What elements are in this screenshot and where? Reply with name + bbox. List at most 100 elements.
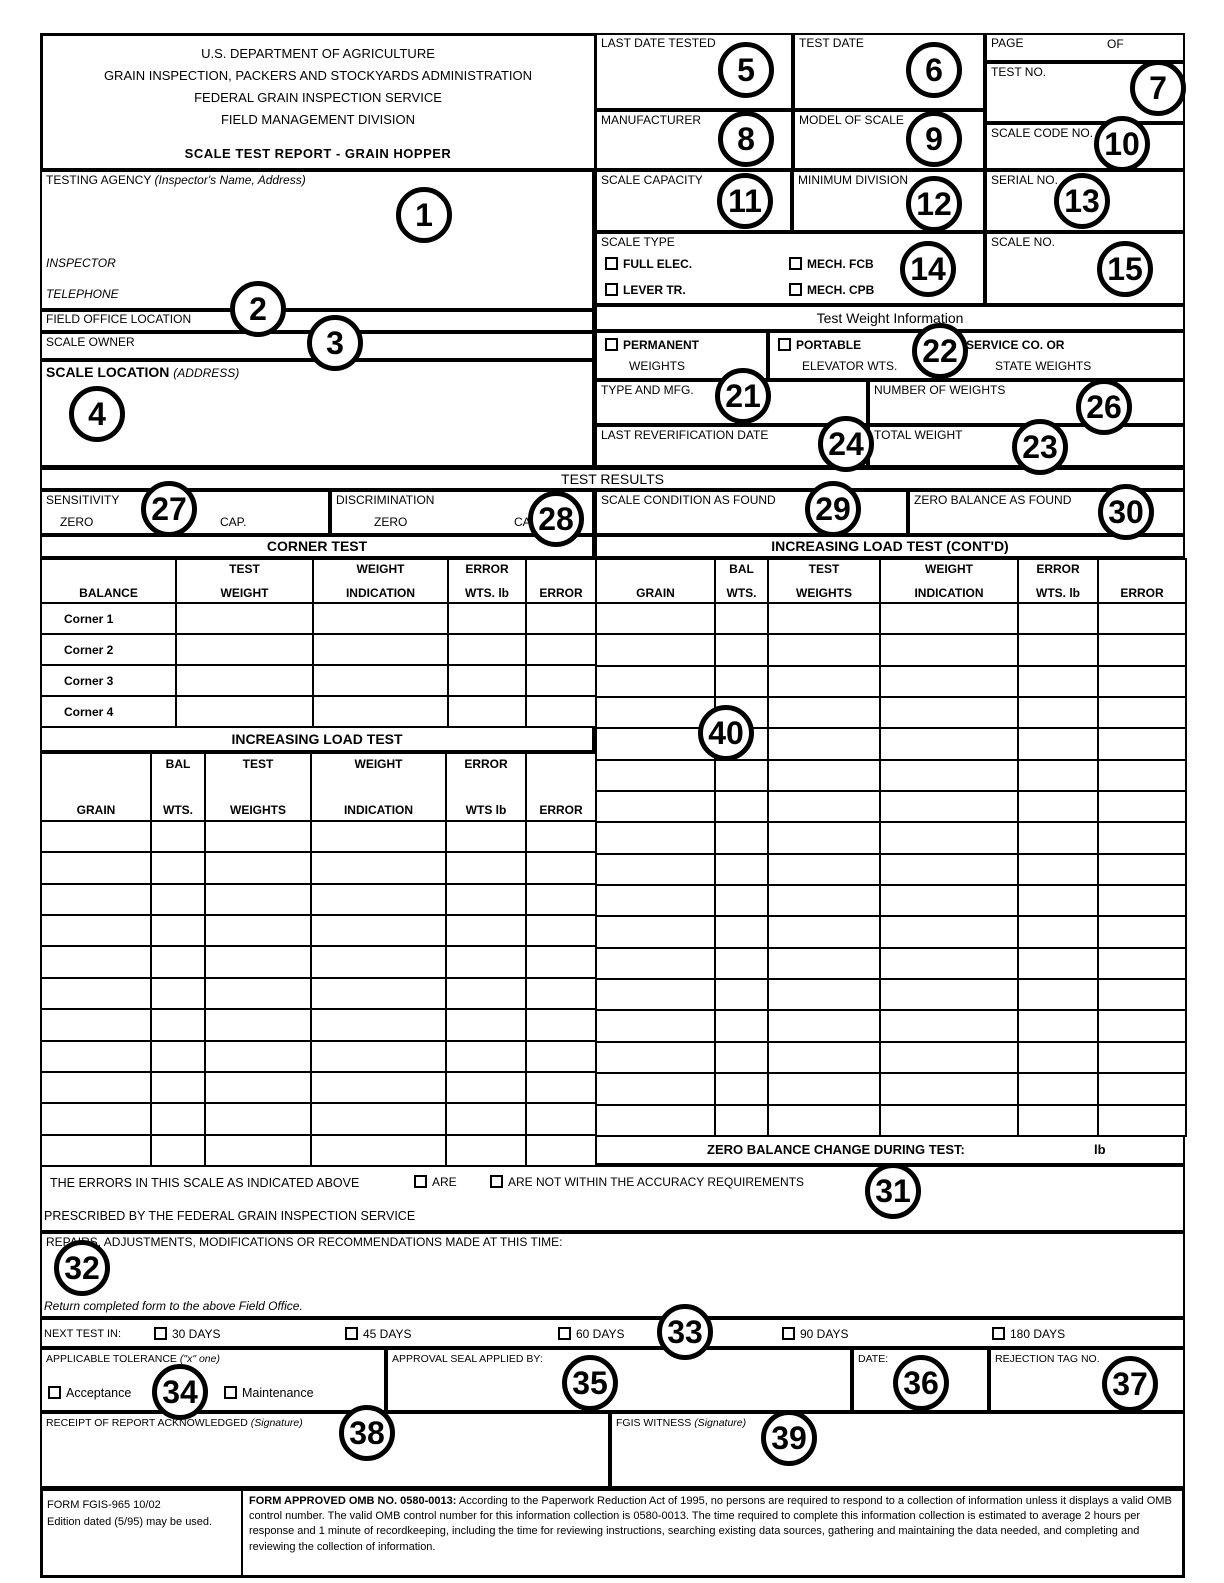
empty-cell[interactable] xyxy=(1097,852,1187,887)
empty-cell[interactable] xyxy=(595,1009,716,1043)
empty-cell[interactable] xyxy=(204,1008,312,1042)
empty-cell[interactable] xyxy=(767,852,881,887)
checkbox-mech-fcb[interactable] xyxy=(789,257,802,270)
empty-cell[interactable] xyxy=(445,819,527,854)
empty-cell[interactable] xyxy=(714,1103,769,1137)
empty-cell[interactable] xyxy=(1097,978,1187,1012)
empty-cell[interactable] xyxy=(879,915,1019,949)
empty-cell[interactable] xyxy=(879,946,1019,981)
empty-cell[interactable] xyxy=(204,1133,312,1167)
empty-cell[interactable] xyxy=(447,664,527,697)
empty-cell[interactable] xyxy=(1097,915,1187,949)
empty-cell[interactable] xyxy=(879,1103,1019,1137)
empty-cell[interactable] xyxy=(1097,790,1187,824)
empty-cell[interactable] xyxy=(595,601,716,636)
empty-cell[interactable] xyxy=(525,1039,597,1073)
empty-cell[interactable] xyxy=(1097,884,1187,918)
empty-cell[interactable] xyxy=(445,882,527,917)
empty-cell[interactable] xyxy=(445,1133,527,1167)
checkbox-full-elec[interactable] xyxy=(605,257,618,270)
field-scale-location[interactable]: SCALE LOCATION (ADDRESS) xyxy=(40,360,595,467)
checkbox-60-days[interactable] xyxy=(558,1327,571,1340)
fgis-witness-cell[interactable]: FGIS WITNESS (Signature) xyxy=(610,1412,1185,1488)
empty-cell[interactable] xyxy=(40,1039,152,1073)
empty-cell[interactable] xyxy=(714,664,769,699)
empty-cell[interactable] xyxy=(1017,978,1099,1012)
empty-cell[interactable] xyxy=(204,945,312,979)
empty-cell[interactable] xyxy=(1017,633,1099,667)
empty-cell[interactable] xyxy=(1017,852,1099,887)
empty-cell[interactable] xyxy=(767,1072,881,1106)
empty-cell[interactable] xyxy=(767,946,881,981)
empty-cell[interactable] xyxy=(150,1102,206,1136)
empty-cell[interactable] xyxy=(1017,1072,1099,1106)
empty-cell[interactable] xyxy=(175,602,314,635)
empty-cell[interactable] xyxy=(204,1070,312,1105)
empty-cell[interactable] xyxy=(767,790,881,824)
empty-cell[interactable] xyxy=(767,1009,881,1043)
empty-cell[interactable] xyxy=(445,1102,527,1136)
empty-cell[interactable] xyxy=(595,915,716,949)
empty-cell[interactable] xyxy=(525,664,597,697)
empty-cell[interactable] xyxy=(595,664,716,699)
empty-cell[interactable] xyxy=(1097,633,1187,667)
empty-cell[interactable] xyxy=(447,633,527,666)
empty-cell[interactable] xyxy=(1097,664,1187,699)
empty-cell[interactable] xyxy=(767,978,881,1012)
empty-cell[interactable] xyxy=(310,1008,447,1042)
empty-cell[interactable] xyxy=(879,633,1019,667)
empty-cell[interactable] xyxy=(879,758,1019,793)
empty-cell[interactable] xyxy=(1017,601,1099,636)
empty-cell[interactable] xyxy=(879,1072,1019,1106)
empty-cell[interactable] xyxy=(310,945,447,979)
empty-cell[interactable] xyxy=(595,696,716,730)
empty-cell[interactable] xyxy=(1097,601,1187,636)
field-scale-code-no[interactable]: SCALE CODE NO. xyxy=(985,123,1185,170)
empty-cell[interactable] xyxy=(310,1102,447,1136)
empty-cell[interactable] xyxy=(150,1070,206,1105)
empty-cell[interactable] xyxy=(40,882,152,917)
approval-seal-cell[interactable]: APPROVAL SEAL APPLIED BY: xyxy=(386,1348,852,1412)
empty-cell[interactable] xyxy=(525,819,597,854)
empty-cell[interactable] xyxy=(1017,946,1099,981)
empty-cell[interactable] xyxy=(312,633,449,666)
empty-cell[interactable] xyxy=(150,1133,206,1167)
empty-cell[interactable] xyxy=(714,1072,769,1106)
empty-cell[interactable] xyxy=(1017,1103,1099,1137)
empty-cell[interactable] xyxy=(525,851,597,885)
empty-cell[interactable] xyxy=(714,852,769,887)
empty-cell[interactable] xyxy=(767,821,881,855)
empty-cell[interactable] xyxy=(879,852,1019,887)
empty-cell[interactable] xyxy=(40,1008,152,1042)
checkbox-30-days[interactable] xyxy=(154,1327,167,1340)
field-scale-no[interactable]: SCALE NO. xyxy=(985,232,1185,305)
empty-cell[interactable] xyxy=(595,1103,716,1137)
empty-cell[interactable] xyxy=(595,727,716,761)
empty-cell[interactable] xyxy=(595,758,716,793)
empty-cell[interactable] xyxy=(595,821,716,855)
empty-cell[interactable] xyxy=(40,819,152,854)
field-testing-agency[interactable]: TESTING AGENCY (Inspector's Name, Addres… xyxy=(40,170,595,310)
empty-cell[interactable] xyxy=(595,852,716,887)
empty-cell[interactable] xyxy=(204,851,312,885)
empty-cell[interactable] xyxy=(1017,1040,1099,1075)
empty-cell[interactable] xyxy=(312,664,449,697)
checkbox-mech-cpb[interactable] xyxy=(789,283,802,296)
empty-cell[interactable] xyxy=(1017,821,1099,855)
checkbox-45-days[interactable] xyxy=(345,1327,358,1340)
empty-cell[interactable] xyxy=(595,884,716,918)
empty-cell[interactable] xyxy=(525,695,597,728)
empty-cell[interactable] xyxy=(310,851,447,885)
empty-cell[interactable] xyxy=(595,1072,716,1106)
empty-cell[interactable] xyxy=(40,914,152,948)
empty-cell[interactable] xyxy=(879,1009,1019,1043)
receipt-signature-cell[interactable]: RECEIPT OF REPORT ACKNOWLEDGED (Signatur… xyxy=(40,1412,610,1488)
empty-cell[interactable] xyxy=(879,978,1019,1012)
empty-cell[interactable] xyxy=(204,1102,312,1136)
empty-cell[interactable] xyxy=(525,1070,597,1105)
empty-cell[interactable] xyxy=(175,664,314,697)
empty-cell[interactable] xyxy=(767,1040,881,1075)
empty-cell[interactable] xyxy=(204,1039,312,1073)
field-scale-condition-as-found[interactable]: SCALE CONDITION AS FOUND xyxy=(595,490,908,535)
empty-cell[interactable] xyxy=(150,976,206,1011)
